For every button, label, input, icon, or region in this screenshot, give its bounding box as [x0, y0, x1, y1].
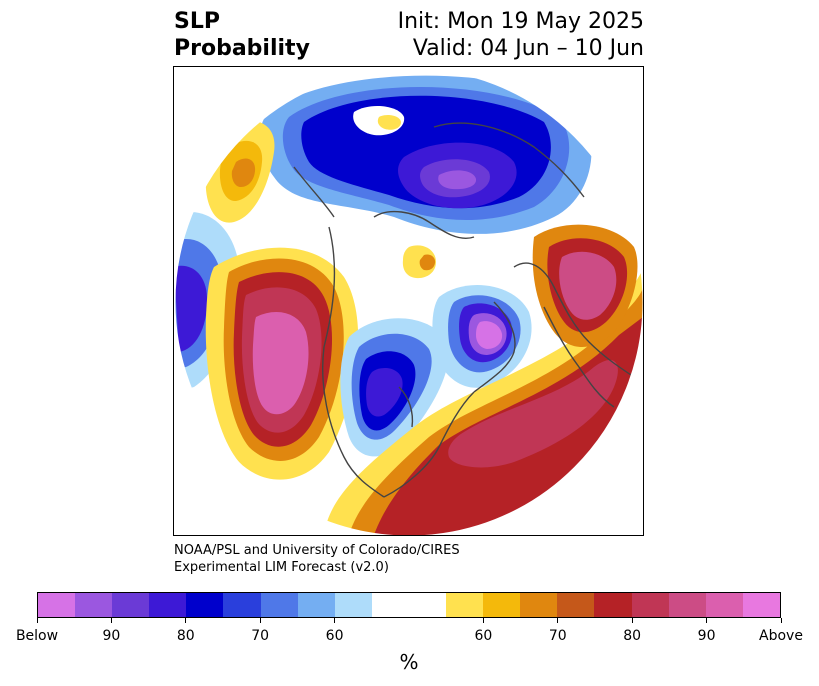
colorbar-tick-mark: [259, 618, 261, 623]
colorbar-neutral-swatch: [371, 593, 447, 617]
colorbar-tick-mark: [557, 618, 559, 623]
colorbar-below-swatch: [334, 593, 372, 617]
colorbar-below-swatch: [260, 593, 298, 617]
credit-line-1: NOAA/PSL and University of Colorado/CIRE…: [174, 543, 460, 558]
colorbar-tick-label: 90: [102, 628, 121, 644]
colorbar-tick-mark: [110, 618, 112, 623]
colorbar-tick-label: 90: [697, 628, 716, 644]
colorbar-tick-label: Above: [759, 628, 803, 644]
colorbar-below-swatch: [38, 593, 76, 617]
colorbar-above-swatch: [520, 593, 558, 617]
colorbar-above-swatch: [594, 593, 632, 617]
data-credit: NOAA/PSL and University of Colorado/CIRE…: [174, 542, 460, 576]
colorbar-below-swatch: [149, 593, 187, 617]
colorbar-tick-label: 60: [325, 628, 344, 644]
colorbar-below-swatch: [297, 593, 335, 617]
colorbar-unit-label: %: [399, 650, 419, 674]
title-line-probability: Probability: [174, 36, 310, 61]
colorbar-tick-mark: [780, 618, 782, 623]
colorbar-tick-mark: [334, 618, 336, 623]
colorbar-tick-mark: [706, 618, 708, 623]
colorbar-below-swatch: [223, 593, 261, 617]
colorbar-above-swatch: [483, 593, 521, 617]
coastlines: [293, 122, 635, 498]
probability-map-svg: [174, 67, 643, 535]
colorbar-tick-mark: [631, 618, 633, 623]
colorbar-above-swatch: [705, 593, 743, 617]
init-date-label: Init: Mon 19 May 2025: [397, 9, 644, 34]
colorbar-tick-label: 80: [623, 628, 642, 644]
colorbar-tick-label: 80: [176, 628, 195, 644]
probability-shading: [175, 68, 643, 535]
colorbar-tick-label: 70: [251, 628, 270, 644]
colorbar-above-swatch: [668, 593, 706, 617]
colorbar-above-swatch: [557, 593, 595, 617]
colorbar-below-swatch: [186, 593, 224, 617]
colorbar-tick-mark: [36, 618, 38, 623]
colorbar-tick-label: 60: [474, 628, 493, 644]
title-line-slp: SLP: [174, 9, 220, 34]
colorbar-above-swatch: [446, 593, 484, 617]
colorbar: [37, 592, 781, 618]
colorbar-tick-mark: [482, 618, 484, 623]
forecast-map: [173, 66, 644, 536]
colorbar-above-swatch: [631, 593, 669, 617]
map-title-variable: SLP Probability: [174, 8, 310, 62]
valid-date-label: Valid: 04 Jun – 10 Jun: [412, 36, 644, 61]
colorbar-below-swatch: [112, 593, 150, 617]
colorbar-below-swatch: [75, 593, 113, 617]
colorbar-tick-label: 70: [548, 628, 567, 644]
map-title-dates: Init: Mon 19 May 2025 Valid: 04 Jun – 10…: [398, 8, 644, 62]
colorbar-tick-mark: [185, 618, 187, 623]
colorbar-tick-label: Below: [15, 628, 59, 644]
colorbar-above-swatch: [742, 593, 780, 617]
credit-line-2: Experimental LIM Forecast (v2.0): [174, 560, 389, 575]
